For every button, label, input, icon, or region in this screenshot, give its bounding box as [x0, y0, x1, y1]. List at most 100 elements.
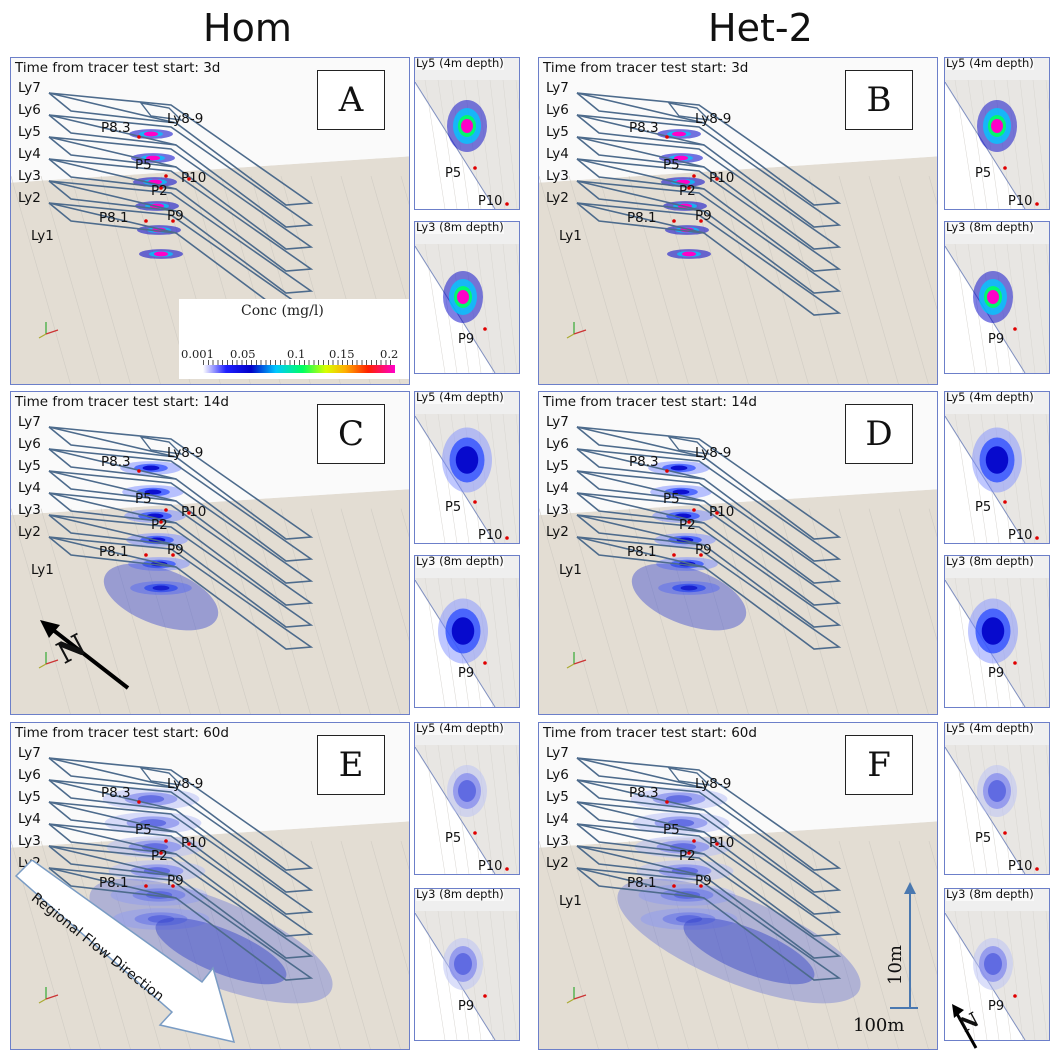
inset-a-ly3: Ly3 (8m depth) P9: [414, 221, 520, 374]
well-label: P8.3: [629, 785, 659, 801]
colorbar-tick: 0.001: [181, 347, 214, 361]
well-marker: [187, 511, 191, 515]
inset-plume: [443, 938, 483, 990]
well-marker: [505, 202, 509, 206]
well-label: P5: [975, 831, 992, 846]
well-label: P10: [181, 170, 207, 186]
well-label: P9: [695, 542, 712, 558]
layer-label: Ly6: [18, 102, 41, 118]
well-label: P8.3: [101, 785, 131, 801]
layer-label: Ly6: [546, 436, 569, 452]
well-marker: [665, 469, 669, 473]
inset-plume: [973, 271, 1013, 323]
well-label: P8.3: [629, 454, 659, 470]
well-label: P9: [695, 873, 712, 889]
well-label: P5: [975, 166, 992, 181]
layer-label: Ly1: [559, 562, 582, 578]
layer-label: Ly4: [546, 146, 569, 162]
layer-label: Ly8-9: [695, 776, 732, 792]
well-marker: [699, 553, 703, 557]
colorbar-tick: 0.2: [380, 347, 399, 361]
scale-bar: [890, 882, 918, 1009]
layer-label: Ly2: [546, 855, 569, 871]
plume-blob: [640, 908, 738, 930]
well-label: P2: [679, 848, 696, 864]
plume-blob: [667, 249, 711, 259]
well-marker: [1035, 202, 1039, 206]
colorbar-title: Conc (mg/l): [241, 303, 324, 319]
well-marker: [1003, 831, 1007, 835]
layer-label: Ly1: [559, 893, 582, 909]
plume-blob: [131, 153, 175, 163]
inset-e-ly3: Ly3 (8m depth) P9: [414, 888, 520, 1041]
layer-label: Ly4: [546, 480, 569, 496]
well-marker: [692, 839, 696, 843]
layer-label: Ly7: [546, 80, 569, 96]
column-title-hom: Hom: [203, 6, 292, 50]
well-marker: [665, 135, 669, 139]
well-marker: [473, 831, 477, 835]
layer-label: Ly7: [546, 745, 569, 761]
well-label: P9: [988, 332, 1005, 347]
well-label: P5: [663, 157, 680, 173]
panel-letter: E: [317, 735, 385, 795]
inset-plume: [973, 938, 1013, 990]
plume-blob: [112, 908, 210, 930]
inset-title: Ly3 (8m depth): [416, 221, 504, 234]
colorbar-tick: 0.1: [287, 347, 306, 361]
plume-blob: [648, 461, 710, 475]
plume-blob: [658, 581, 720, 595]
scale-vertical-label: 10m: [885, 945, 906, 985]
axes-icon: [38, 987, 59, 1004]
well-label: P5: [445, 500, 462, 515]
inset-plume: [447, 765, 487, 817]
layer-label: Ly8-9: [695, 445, 732, 461]
well-label: P10: [1008, 194, 1033, 209]
well-label: P9: [458, 666, 475, 681]
layer-label: Ly1: [559, 228, 582, 244]
plume-blob: [139, 249, 183, 259]
well-marker: [692, 174, 696, 178]
inset-title: Ly3 (8m depth): [946, 221, 1034, 234]
layer-label: Ly8-9: [695, 111, 732, 127]
layer-label: Ly4: [546, 811, 569, 827]
plume-blob: [130, 581, 192, 595]
plume-blob: [650, 485, 712, 499]
axes-icon: [566, 987, 587, 1004]
well-marker: [687, 851, 691, 855]
well-label: P2: [151, 517, 168, 533]
axes-icon: [566, 652, 587, 669]
layer-label: Ly5: [546, 458, 569, 474]
colorbar-gradient: [203, 365, 395, 373]
well-label: P2: [679, 517, 696, 533]
well-marker: [505, 867, 509, 871]
well-marker: [1035, 536, 1039, 540]
plume-blob: [133, 177, 177, 187]
north-arrow-small-icon: [952, 1004, 978, 1049]
layer-label: Ly7: [18, 80, 41, 96]
inset-b-ly5: Ly5 (4m depth) P5 P10: [944, 57, 1050, 210]
panel-mesh: [539, 58, 937, 384]
panel-letter: F: [845, 735, 913, 795]
layer-label: Ly8-9: [167, 776, 204, 792]
layer-label: Ly6: [546, 767, 569, 783]
well-label: P8.3: [101, 454, 131, 470]
inset-f-ly3: Ly3 (8m depth) P9: [944, 888, 1050, 1041]
well-marker: [483, 661, 487, 665]
inset-a-ly5: Ly5 (4m depth) P5 P10: [414, 57, 520, 210]
well-label: P10: [478, 528, 503, 543]
well-marker: [187, 842, 191, 846]
well-label: P8.1: [99, 875, 129, 891]
inset-e-ly5: Ly5 (4m depth) P5 P10: [414, 722, 520, 875]
well-label: P5: [663, 822, 680, 838]
inset-plume: [442, 427, 492, 493]
layer-label: Ly3: [546, 833, 569, 849]
well-label: P5: [445, 831, 462, 846]
well-marker: [1013, 994, 1017, 998]
well-label: P5: [445, 166, 462, 181]
well-label: P8.1: [627, 875, 657, 891]
well-marker: [164, 508, 168, 512]
time-label: Time from tracer test start: 60d: [15, 725, 229, 741]
well-label: P10: [709, 835, 735, 851]
inset-plume: [443, 271, 483, 323]
